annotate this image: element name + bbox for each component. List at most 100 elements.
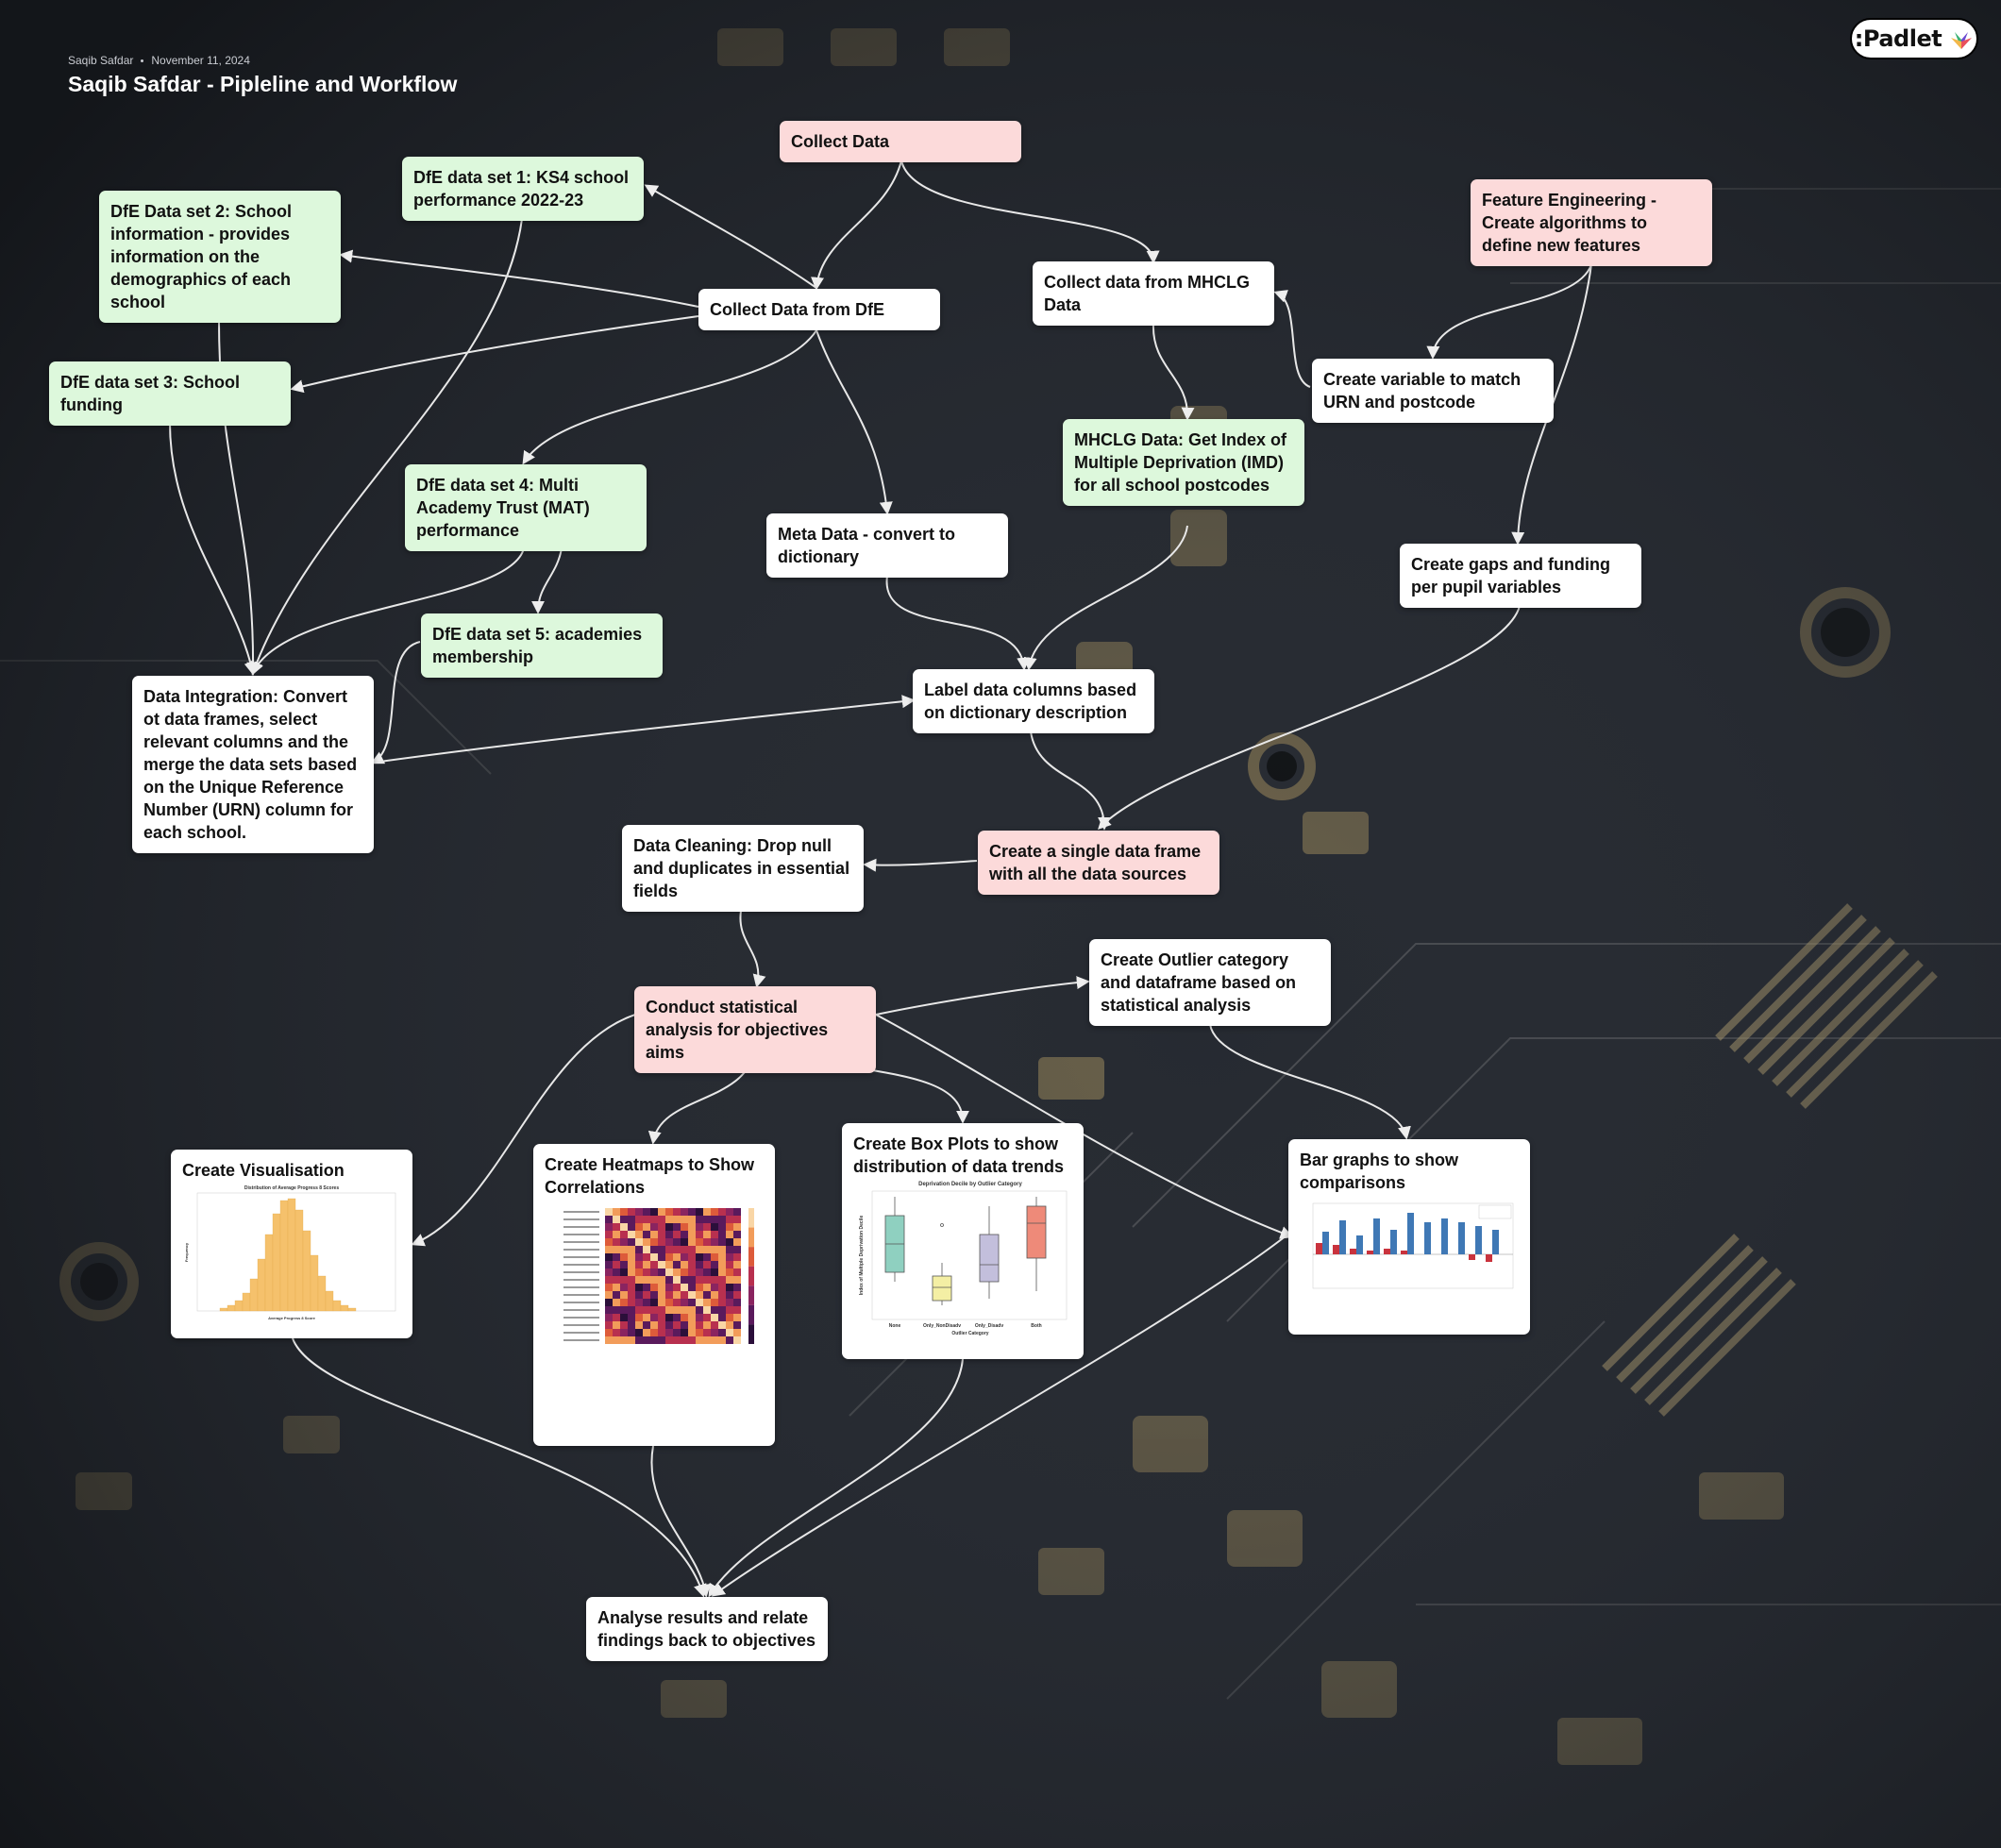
card-gaps-funding-variables[interactable]: Create gaps and funding per pupil variab… bbox=[1400, 544, 1641, 608]
heatmap-cell bbox=[711, 1314, 718, 1321]
heatmap-cell bbox=[613, 1336, 620, 1344]
heatmap-cell bbox=[696, 1306, 703, 1314]
heatmap-cell bbox=[628, 1216, 635, 1223]
heatmap-cell bbox=[605, 1321, 613, 1329]
padlet-logo[interactable]: :Padlet bbox=[1850, 18, 1978, 59]
card-statistical-analysis[interactable]: Conduct statistical analysis for objecti… bbox=[634, 986, 876, 1073]
heatmap-colorbar-segment bbox=[748, 1208, 754, 1228]
heatmap-cell bbox=[733, 1268, 741, 1276]
card-text: Label data columns based on dictionary d… bbox=[924, 680, 1137, 722]
heatmap-cell bbox=[673, 1329, 681, 1336]
heatmap-cell bbox=[620, 1246, 628, 1253]
card-collect-data[interactable]: Collect Data bbox=[780, 121, 1021, 162]
heatmap-row-label bbox=[563, 1218, 599, 1220]
card-feature-engineering[interactable]: Feature Engineering - Create algorithms … bbox=[1471, 179, 1712, 266]
heatmap-cell bbox=[733, 1253, 741, 1261]
heatmap-cell bbox=[643, 1231, 650, 1238]
heatmap-cell bbox=[688, 1246, 696, 1253]
heatmap-cell bbox=[703, 1253, 711, 1261]
heatmap-cell bbox=[650, 1329, 658, 1336]
heatmap-cell bbox=[635, 1321, 643, 1329]
card-text: Create Visualisation bbox=[182, 1161, 345, 1180]
padlet-leaf-icon bbox=[1951, 32, 1973, 49]
heatmap-cell bbox=[605, 1223, 613, 1231]
heatmap-row-label bbox=[563, 1234, 599, 1235]
heatmap-cell bbox=[620, 1276, 628, 1284]
card-analyse-results[interactable]: Analyse results and relate findings back… bbox=[586, 1597, 828, 1661]
heatmap-cell bbox=[703, 1223, 711, 1231]
heatmap-cell bbox=[703, 1246, 711, 1253]
heatmap-cell bbox=[665, 1299, 673, 1306]
heatmap-cell bbox=[658, 1231, 665, 1238]
heatmap-cell bbox=[726, 1216, 733, 1223]
heatmap-cell bbox=[703, 1216, 711, 1223]
heatmap-cell bbox=[613, 1314, 620, 1321]
heatmap-cell bbox=[613, 1268, 620, 1276]
heatmap-cell bbox=[643, 1306, 650, 1314]
card-single-data-frame[interactable]: Create a single data frame with all the … bbox=[978, 831, 1219, 895]
heatmap-cell bbox=[681, 1276, 688, 1284]
heatmap-cell bbox=[628, 1223, 635, 1231]
heatmap-cell bbox=[613, 1329, 620, 1336]
heatmap-cell bbox=[620, 1268, 628, 1276]
card-create-box-plots[interactable]: Create Box Plots to show distribution of… bbox=[842, 1123, 1084, 1359]
heatmap-cell bbox=[620, 1314, 628, 1321]
heatmap-cell bbox=[711, 1329, 718, 1336]
card-dfe-dataset-3-funding[interactable]: DfE data set 3: School funding bbox=[49, 361, 291, 426]
heatmap-cell bbox=[726, 1223, 733, 1231]
heatmap-cell bbox=[628, 1291, 635, 1299]
heatmap-cell bbox=[703, 1261, 711, 1268]
heatmap-cell bbox=[681, 1299, 688, 1306]
card-text: Bar graphs to show comparisons bbox=[1300, 1151, 1459, 1192]
heatmap-cell bbox=[681, 1216, 688, 1223]
card-data-cleaning[interactable]: Data Cleaning: Drop null and duplicates … bbox=[622, 825, 864, 912]
heatmap-cell bbox=[711, 1223, 718, 1231]
heatmap-cell bbox=[673, 1223, 681, 1231]
heatmap-cell bbox=[703, 1306, 711, 1314]
boxplot-title: Deprivation Decile by Outlier Category bbox=[918, 1182, 1022, 1187]
heatmap-cell bbox=[733, 1246, 741, 1253]
heatmap-cell bbox=[620, 1291, 628, 1299]
heatmap-cell bbox=[718, 1208, 726, 1216]
card-dfe-dataset-5-academies[interactable]: DfE data set 5: academies membership bbox=[421, 613, 663, 678]
heatmap-cell bbox=[605, 1314, 613, 1321]
card-collect-mhclg[interactable]: Collect data from MHCLG Data bbox=[1033, 261, 1274, 326]
card-mhclg-imd[interactable]: MHCLG Data: Get Index of Multiple Depriv… bbox=[1063, 419, 1304, 506]
heatmap-cell bbox=[696, 1284, 703, 1291]
heatmap-cell bbox=[703, 1276, 711, 1284]
heatmap-cell bbox=[605, 1238, 613, 1246]
heatmap-row-label bbox=[563, 1241, 599, 1243]
card-dfe-dataset-1-ks4[interactable]: DfE data set 1: KS4 school performance 2… bbox=[402, 157, 644, 221]
card-collect-data-dfe[interactable]: Collect Data from DfE bbox=[698, 289, 940, 330]
heatmap-colorbar-segment bbox=[748, 1266, 754, 1286]
author-name: Saqib Safdar bbox=[68, 54, 134, 67]
heatmap-cell bbox=[628, 1268, 635, 1276]
heatmap-cell bbox=[658, 1261, 665, 1268]
card-dfe-dataset-4-mat[interactable]: DfE data set 4: Multi Academy Trust (MAT… bbox=[405, 464, 647, 551]
heatmap-cell bbox=[733, 1238, 741, 1246]
card-urn-postcode-variable[interactable]: Create variable to match URN and postcod… bbox=[1312, 359, 1554, 423]
card-outlier-category[interactable]: Create Outlier category and dataframe ba… bbox=[1089, 939, 1331, 1026]
card-create-heatmaps[interactable]: Create Heatmaps to Show Correlations bbox=[533, 1144, 775, 1446]
heatmap-cell bbox=[628, 1276, 635, 1284]
card-data-integration[interactable]: Data Integration: Convert ot data frames… bbox=[132, 676, 374, 853]
heatmap-cell bbox=[605, 1336, 613, 1344]
heatmap-cell bbox=[658, 1253, 665, 1261]
card-text: Collect Data from DfE bbox=[710, 300, 885, 319]
heatmap-cell bbox=[613, 1321, 620, 1329]
heatmap-cell bbox=[665, 1329, 673, 1336]
heatmap-cell bbox=[658, 1306, 665, 1314]
card-bar-graphs[interactable]: Bar graphs to show comparisons bbox=[1288, 1139, 1530, 1335]
heatmap-cell bbox=[673, 1336, 681, 1344]
heatmap-cell bbox=[681, 1268, 688, 1276]
card-metadata-dictionary[interactable]: Meta Data - convert to dictionary bbox=[766, 513, 1008, 578]
card-create-visualisation[interactable]: Create Visualisation Distribution of Ave… bbox=[171, 1150, 412, 1338]
heatmap-cell bbox=[681, 1306, 688, 1314]
card-label-columns[interactable]: Label data columns based on dictionary d… bbox=[913, 669, 1154, 733]
card-text: Create gaps and funding per pupil variab… bbox=[1411, 555, 1611, 596]
card-dfe-dataset-2-school-info[interactable]: DfE Data set 2: School information - pro… bbox=[99, 191, 341, 323]
heatmap-cell bbox=[620, 1329, 628, 1336]
heatmap-cell bbox=[650, 1216, 658, 1223]
heatmap-cell bbox=[635, 1208, 643, 1216]
heatmap-cell bbox=[650, 1223, 658, 1231]
